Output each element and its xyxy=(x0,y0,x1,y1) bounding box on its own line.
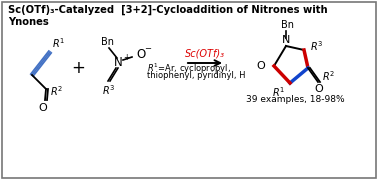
Text: N: N xyxy=(282,35,290,45)
Text: Bn: Bn xyxy=(102,37,115,47)
Text: $R^3$: $R^3$ xyxy=(102,83,116,97)
Text: O: O xyxy=(314,84,323,94)
Text: O: O xyxy=(136,48,145,60)
Text: 39 examples, 18-98%: 39 examples, 18-98% xyxy=(246,95,344,104)
Text: +: + xyxy=(123,53,129,62)
Text: +: + xyxy=(71,59,85,77)
Text: $R^2$: $R^2$ xyxy=(50,84,63,98)
Text: $\mathregular{N}$: $\mathregular{N}$ xyxy=(113,57,123,69)
Text: O: O xyxy=(256,61,265,71)
Text: Sc(OTf)₃-Catalyzed  [3+2]-Cycloaddition of Nitrones with: Sc(OTf)₃-Catalyzed [3+2]-Cycloaddition o… xyxy=(8,5,328,15)
Text: O: O xyxy=(39,103,47,113)
Text: $R^1$: $R^1$ xyxy=(52,36,65,50)
Text: Sc(OTf)₃: Sc(OTf)₃ xyxy=(185,49,225,59)
Text: $R^3$: $R^3$ xyxy=(310,39,323,53)
Text: $R^1$=Ar, cyclopropyl,: $R^1$=Ar, cyclopropyl, xyxy=(147,62,231,76)
Text: thiophenyl, pyridinyl, H: thiophenyl, pyridinyl, H xyxy=(147,71,245,80)
Text: Bn: Bn xyxy=(280,20,293,30)
Text: −: − xyxy=(144,44,151,53)
Text: Ynones: Ynones xyxy=(8,17,49,27)
Text: $R^2$: $R^2$ xyxy=(322,69,335,83)
Text: $R^1$: $R^1$ xyxy=(272,85,285,99)
